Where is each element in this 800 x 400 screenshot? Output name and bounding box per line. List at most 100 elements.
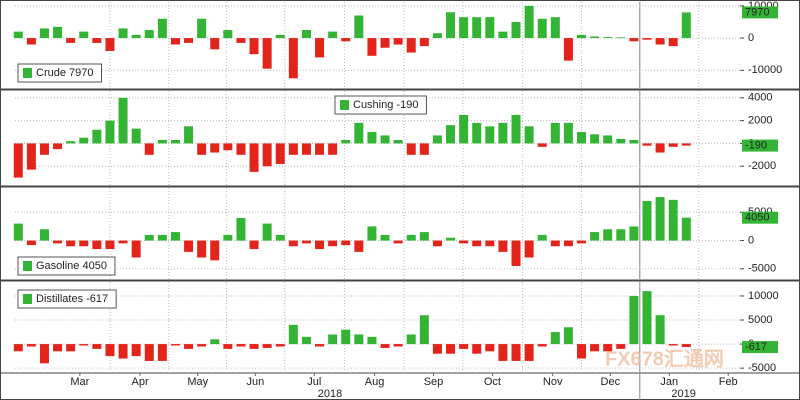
bar: [459, 17, 469, 39]
bar: [26, 240, 36, 246]
bar: [79, 137, 89, 144]
legend-box: [334, 95, 427, 115]
bar: [131, 344, 141, 357]
bar: [236, 344, 246, 347]
bar: [288, 240, 298, 247]
legend-swatch: [23, 68, 32, 78]
bar: [144, 143, 154, 155]
bar: [144, 344, 154, 361]
bar: [616, 229, 626, 241]
bar: [13, 344, 23, 352]
last-value-label: 4050: [745, 212, 769, 224]
bar: [301, 143, 311, 155]
bar: [655, 143, 665, 153]
bar: [288, 38, 298, 79]
bar: [446, 12, 456, 39]
x-tick-label: Feb: [719, 376, 738, 388]
bar: [485, 17, 495, 39]
bar: [485, 344, 495, 352]
legend-box: [17, 289, 117, 309]
last-value-tag: [742, 6, 778, 19]
bar: [616, 37, 626, 39]
bar: [13, 223, 23, 241]
bar: [223, 30, 233, 39]
bar: [341, 329, 351, 345]
bar: [26, 38, 36, 45]
bar: [223, 344, 233, 349]
legend: Cushing -190: [334, 95, 427, 115]
bar: [210, 240, 220, 261]
bar: [524, 126, 534, 144]
bar: [210, 339, 220, 345]
y-tick-label: 10000: [748, 0, 779, 12]
bar: [419, 232, 429, 241]
bar: [577, 34, 587, 39]
bar: [210, 143, 220, 153]
bar: [236, 38, 246, 43]
bar: [603, 229, 613, 241]
bar: [39, 143, 49, 155]
bar: [118, 97, 128, 144]
y-tick-label: -10000: [748, 64, 782, 76]
bar: [459, 240, 469, 244]
legend-label: Gasoline 4050: [36, 260, 107, 272]
bar: [629, 226, 639, 241]
bar: [249, 344, 259, 349]
bar: [642, 201, 652, 241]
bar: [459, 344, 469, 349]
bar: [262, 223, 272, 241]
bar: [105, 120, 115, 144]
bar: [105, 240, 115, 250]
bar: [498, 31, 508, 39]
x-tick-label: Apr: [132, 376, 149, 388]
bar: [92, 344, 102, 349]
legend: Distillates -617: [17, 289, 117, 309]
bar: [432, 344, 442, 354]
bar: [354, 334, 364, 345]
bar: [550, 122, 560, 144]
bar: [118, 344, 128, 359]
bar: [79, 31, 89, 39]
bar: [485, 126, 495, 144]
bar: [537, 18, 547, 39]
bar: [288, 143, 298, 155]
x-tick-label: Oct: [484, 376, 501, 388]
bar: [328, 31, 338, 39]
bar: [354, 240, 364, 252]
x-tick-label: Jun: [246, 376, 264, 388]
bar: [328, 143, 338, 155]
bar: [563, 327, 573, 345]
bar: [563, 122, 573, 144]
bar: [681, 344, 691, 348]
bar: [577, 240, 587, 244]
bar: [249, 240, 259, 250]
bar: [590, 134, 600, 144]
bar: [157, 234, 167, 241]
legend-swatch: [23, 294, 32, 304]
bar: [92, 240, 102, 250]
bar: [563, 240, 573, 247]
bar: [131, 128, 141, 144]
last-value-tag: [742, 341, 778, 354]
bar: [105, 344, 115, 357]
y-tick-label: -2000: [748, 160, 776, 172]
bar: [629, 139, 639, 144]
watermark: FX678汇通网: [605, 347, 724, 370]
bar: [524, 5, 534, 39]
bar: [603, 37, 613, 39]
bar: [131, 34, 141, 39]
last-value-label: 7970: [745, 6, 769, 18]
bar: [236, 143, 246, 155]
y-tick-label: -5000: [748, 263, 776, 275]
bar: [275, 344, 285, 347]
x-tick-label: Jul: [307, 376, 321, 388]
bar: [616, 344, 626, 349]
bar: [393, 139, 403, 144]
bar: [642, 291, 652, 345]
bar: [249, 38, 259, 55]
bar: [629, 38, 639, 42]
bar: [223, 234, 233, 241]
bar: [157, 344, 167, 361]
bar: [341, 139, 351, 144]
bar: [393, 344, 403, 347]
